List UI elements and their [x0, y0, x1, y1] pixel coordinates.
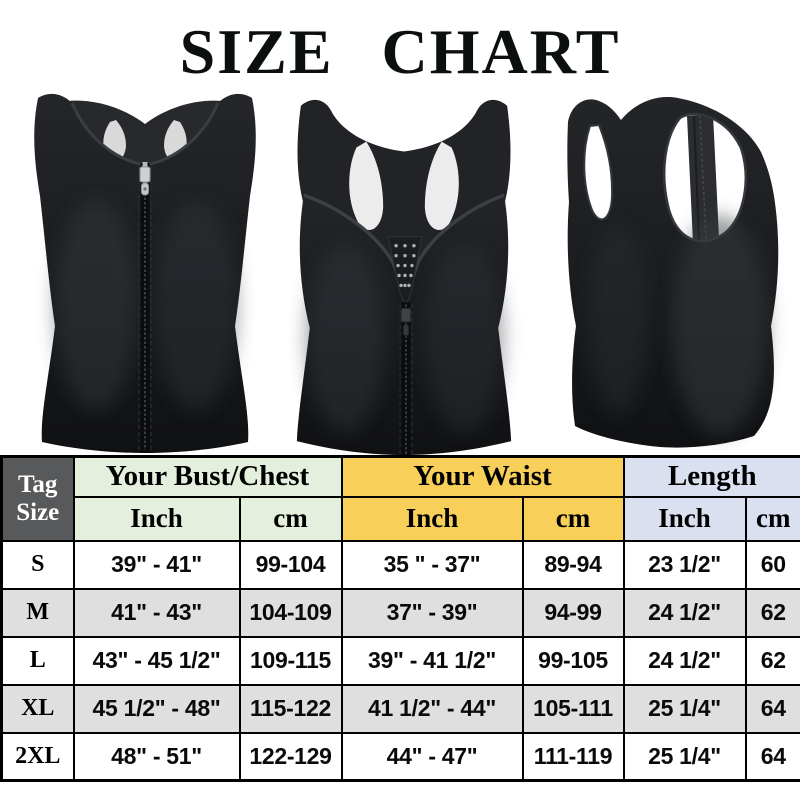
length-cm-subheader: cm — [744, 495, 800, 542]
bust-inch-value: 45 1/2" - 48" — [72, 683, 241, 734]
page-title: SIZE CHART — [179, 16, 621, 87]
length-cm-value: 62 — [744, 635, 800, 686]
length-cm-value: 62 — [744, 587, 800, 638]
bust-cm-value: 122-129 — [238, 731, 343, 782]
zipper-pull-icon — [400, 307, 412, 337]
waist-inch-subheader: Inch — [340, 495, 524, 542]
vest-back-image — [567, 97, 779, 448]
length-inch-value: 24 1/2" — [622, 635, 747, 686]
waist-inch-value: 44" - 47" — [340, 731, 524, 782]
waist-inch-value: 37" - 39" — [340, 587, 524, 638]
length-inch-value: 25 1/4" — [622, 683, 747, 734]
hook-eye-panel — [387, 236, 423, 307]
tag-size-header: Tag Size — [0, 455, 75, 542]
waist-inch-value: 41 1/2" - 44" — [340, 683, 524, 734]
size-row-2xl: 2XL 48" - 51" 122-129 44" - 47" 111-119 … — [0, 731, 800, 782]
zipper — [399, 302, 413, 455]
size-row-s: S 39" - 41" 99-104 35 " - 37" 89-94 23 1… — [0, 539, 800, 590]
bust-inch-value: 43" - 45 1/2" — [72, 635, 241, 686]
bust-inch-value: 48" - 51" — [72, 731, 241, 782]
vest-front-zipper-image — [34, 93, 256, 453]
size-row-l: L 43" - 45 1/2" 109-115 39" - 41 1/2" 99… — [0, 635, 800, 686]
length-cm-value: 60 — [744, 539, 800, 590]
waist-cm-value: 94-99 — [521, 587, 625, 638]
bust-cm-value: 99-104 — [238, 539, 343, 590]
waist-cm-subheader: cm — [521, 495, 625, 542]
waist-inch-value: 39" - 41 1/2" — [340, 635, 524, 686]
tag-size-value: S — [0, 539, 75, 590]
bust-inch-value: 41" - 43" — [72, 587, 241, 638]
zipper-through-armhole — [687, 114, 719, 242]
header-sub-row: Inch cm Inch cm Inch cm — [2, 495, 800, 542]
bust-inch-subheader: Inch — [72, 495, 241, 542]
length-cm-value: 64 — [744, 731, 800, 782]
header-group-row: Tag Size Your Bust/Chest Your Waist Leng… — [0, 455, 800, 542]
racerback-cutout-left — [349, 141, 384, 231]
tag-size-value: L — [0, 635, 75, 686]
tag-size-value: XL — [0, 683, 75, 734]
waist-cm-value: 105-111 — [521, 683, 625, 734]
length-cm-value: 64 — [744, 683, 800, 734]
waist-inch-value: 35 " - 37" — [340, 539, 524, 590]
vest-front-hooks-image — [296, 99, 512, 455]
size-table: Tag Size Your Bust/Chest Your Waist Leng… — [0, 455, 800, 782]
length-header: Length — [622, 455, 800, 498]
size-row-m: M 41" - 43" 104-109 37" - 39" 94-99 24 1… — [0, 587, 800, 638]
waist-cm-value: 111-119 — [521, 731, 625, 782]
waist-cm-value: 99-105 — [521, 635, 625, 686]
length-inch-subheader: Inch — [622, 495, 747, 542]
bust-chest-header: Your Bust/Chest — [72, 455, 343, 498]
length-inch-value: 23 1/2" — [622, 539, 747, 590]
zipper-pull-icon — [139, 162, 151, 196]
bust-inch-value: 39" - 41" — [72, 539, 241, 590]
bust-cm-value: 104-109 — [238, 587, 343, 638]
zipper — [138, 162, 152, 453]
bust-cm-value: 115-122 — [238, 683, 343, 734]
bust-cm-value: 109-115 — [238, 635, 343, 686]
product-views-strip — [0, 90, 800, 455]
size-row-xl: XL 45 1/2" - 48" 115-122 41 1/2" - 44" 1… — [0, 683, 800, 734]
armhole-binding-left — [583, 123, 614, 221]
armhole-binding-right — [662, 112, 747, 243]
bust-cm-subheader: cm — [238, 495, 343, 542]
length-inch-value: 25 1/4" — [622, 731, 747, 782]
waist-header: Your Waist — [340, 455, 625, 498]
waist-cm-value: 89-94 — [521, 539, 625, 590]
length-inch-value: 24 1/2" — [622, 587, 747, 638]
racerback-cutout-right — [424, 141, 459, 231]
tag-size-value: 2XL — [0, 731, 75, 782]
tag-size-value: M — [0, 587, 75, 638]
